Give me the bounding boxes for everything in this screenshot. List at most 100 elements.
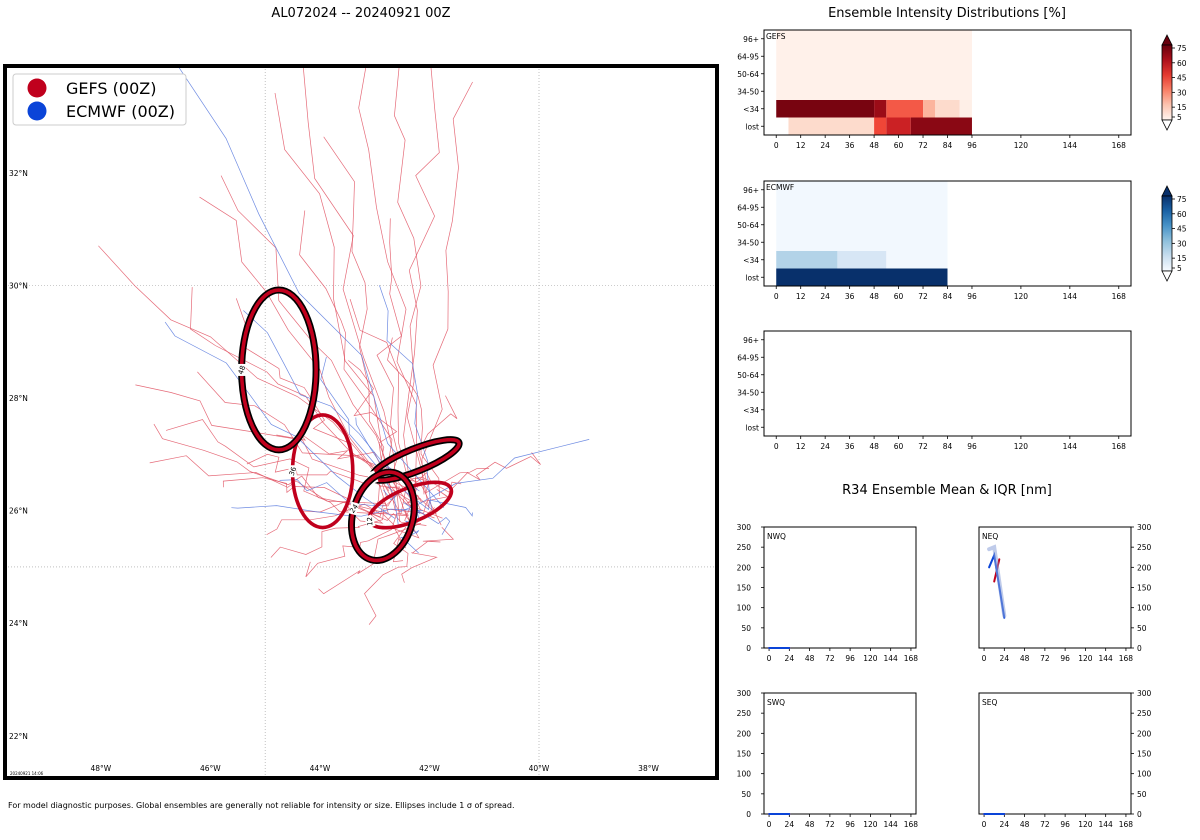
x-tick-label: 48 (1020, 654, 1030, 663)
heatmap-cell (776, 268, 948, 286)
gefs-ellipse-48h: 48 (237, 286, 320, 454)
lon-tick-label: 44°W (310, 764, 331, 773)
y-tick-label: 250 (1137, 709, 1152, 718)
lon-tick-label: 38°W (638, 764, 659, 773)
x-tick-label: 0 (774, 141, 779, 150)
y-tick-label: lost (745, 423, 759, 432)
ellipse-hour-label: 36 (288, 465, 299, 477)
x-tick-label: 144 (1063, 292, 1078, 301)
r34-panel-nwq: NWQ 0 24 48 72 96 120 144 168 0 50 100 150 200 250 300 (737, 523, 919, 663)
gefs-member-track (376, 218, 402, 485)
colorbar (1161, 195, 1173, 272)
x-tick-label: 144 (1063, 141, 1078, 150)
x-tick-label: 144 (884, 820, 899, 829)
heatmap-cell (776, 233, 948, 251)
y-tick-label: 100 (737, 604, 752, 613)
ecmwf-member-track (243, 310, 420, 492)
panel-label: GEFS (766, 32, 786, 41)
x-tick-label: 144 (1063, 442, 1078, 451)
x-tick-label: 0 (982, 654, 987, 663)
x-tick-label: 168 (1119, 654, 1134, 663)
gefs-member-track (349, 298, 442, 526)
heatmap-cell (886, 251, 948, 269)
x-tick-label: 0 (767, 654, 772, 663)
y-tick-label: 300 (737, 689, 752, 698)
x-tick-label: 12 (796, 292, 806, 301)
gefs-member-track (358, 66, 417, 509)
y-tick-label: 200 (1137, 729, 1152, 738)
x-tick-label: 48 (805, 820, 815, 829)
lon-tick-label: 46°W (200, 764, 221, 773)
y-tick-label: 0 (1137, 644, 1142, 653)
x-tick-label: 72 (825, 654, 835, 663)
x-tick-label: 96 (845, 820, 855, 829)
x-tick-label: 24 (1000, 820, 1010, 829)
legend-marker-gefs (27, 78, 47, 98)
x-tick-label: 120 (863, 820, 878, 829)
x-tick-label: 84 (943, 292, 953, 301)
x-tick-label: 0 (774, 442, 779, 451)
r34-frame (763, 526, 917, 649)
quadrant-label: SWQ (767, 698, 785, 707)
x-tick-label: 24 (785, 654, 795, 663)
y-tick-label: 250 (737, 709, 752, 718)
y-tick-label: 96+ (743, 186, 759, 195)
heatmap-cell (776, 30, 972, 48)
x-tick-label: 144 (884, 654, 899, 663)
colorbar-extend-bottom (1161, 119, 1173, 131)
colorbar-tick-label: 60 (1177, 210, 1187, 219)
ecmwf-member-track (383, 488, 473, 517)
y-tick-label: 64-95 (737, 203, 759, 212)
x-tick-label: 0 (767, 820, 772, 829)
y-tick-label: 50 (1137, 624, 1147, 633)
heatmap-cell (935, 100, 960, 118)
heatmap-cell (776, 251, 838, 269)
lon-tick-label: 40°W (529, 764, 550, 773)
y-tick-label: 100 (737, 770, 752, 779)
y-tick-label: 64-95 (737, 52, 759, 61)
x-tick-label: 120 (1014, 292, 1029, 301)
x-tick-label: 0 (774, 292, 779, 301)
r34-frame (978, 526, 1132, 649)
gefs-member-track (318, 507, 435, 595)
x-tick-label: 48 (1020, 820, 1030, 829)
ecmwf-member-track (231, 505, 423, 517)
y-tick-label: 0 (746, 810, 751, 819)
x-tick-label: 12 (796, 442, 806, 451)
legend-label: GEFS (00Z) (66, 79, 156, 98)
gefs-member-track (266, 485, 412, 536)
x-tick-label: 168 (1119, 820, 1134, 829)
ecmwf-member-track (164, 321, 396, 519)
x-tick-label: 168 (1112, 141, 1127, 150)
legend-label: ECMWF (00Z) (66, 102, 175, 121)
y-tick-label: 34-50 (737, 238, 759, 247)
gefs-member-track (165, 419, 395, 526)
x-tick-label: 84 (943, 442, 953, 451)
x-tick-label: 24 (820, 141, 830, 150)
y-tick-label: 150 (1137, 750, 1152, 759)
y-tick-label: 96+ (743, 336, 759, 345)
colorbar-tick-label: 45 (1177, 74, 1187, 83)
x-tick-label: 24 (820, 442, 830, 451)
x-tick-label: 36 (845, 292, 855, 301)
gefs-member-track (299, 501, 427, 526)
x-tick-label: 84 (943, 141, 953, 150)
x-tick-label: 60 (894, 442, 904, 451)
x-tick-label: 36 (845, 442, 855, 451)
colorbar-extend-bottom (1161, 270, 1173, 282)
x-tick-label: 96 (1060, 820, 1070, 829)
y-tick-label: 50 (741, 624, 751, 633)
x-tick-label: 60 (894, 292, 904, 301)
x-tick-label: 72 (1040, 820, 1050, 829)
quadrant-label: SEQ (982, 698, 997, 707)
gefs-member-track (135, 384, 443, 519)
panel-label: ECMWF (766, 183, 794, 192)
map-frame (3, 64, 719, 780)
x-tick-label: 144 (1099, 654, 1114, 663)
gefs-member-track (220, 175, 408, 519)
x-tick-label: 72 (918, 292, 928, 301)
x-tick-label: 60 (894, 141, 904, 150)
